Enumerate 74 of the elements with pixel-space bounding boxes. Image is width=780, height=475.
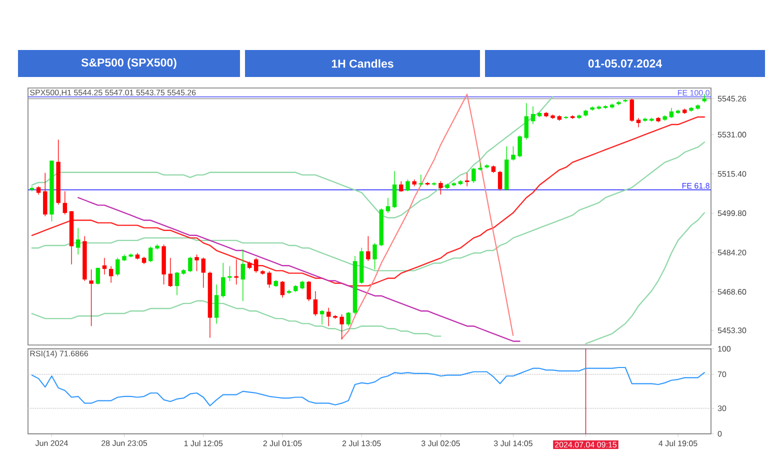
y-tick-label: 5484.20 <box>718 250 746 256</box>
candlestick <box>472 168 476 184</box>
candlestick <box>96 267 100 285</box>
candlestick <box>386 198 390 214</box>
x-tick-label: 2 Jul 01:05 <box>263 440 302 446</box>
candlestick <box>366 236 370 262</box>
candlestick <box>108 266 114 284</box>
candlestick <box>188 256 192 273</box>
y-tick-label: 0 <box>718 430 722 437</box>
candlestick <box>669 108 674 118</box>
candlestick <box>346 312 351 326</box>
candlestick <box>267 270 272 288</box>
candlestick <box>530 106 536 124</box>
candlestick <box>636 118 641 128</box>
y-tick-label: 100 <box>718 346 731 352</box>
candlestick <box>340 314 344 340</box>
candlestick <box>62 190 68 215</box>
x-tick-label: 4 Jul 19:05 <box>658 440 698 446</box>
candlestick <box>89 269 94 326</box>
ref-line-label: FE 100.0 <box>678 90 710 96</box>
candlestick <box>234 258 238 285</box>
chart-title: S&P500 (SPX500) <box>81 58 176 69</box>
candlestick <box>630 98 634 122</box>
candlestick <box>518 135 522 158</box>
candlestick <box>240 249 246 302</box>
candlestick <box>76 227 80 255</box>
candlestick <box>464 172 470 187</box>
candlestick <box>498 170 502 191</box>
candlestick <box>221 262 226 298</box>
candlestick <box>254 257 258 274</box>
candlestick <box>116 257 120 277</box>
x-tick-label: Jun 2024 <box>35 440 68 446</box>
candlestick <box>43 172 48 217</box>
y-tick-label: 5515.40 <box>718 171 746 177</box>
candlestick <box>306 280 311 302</box>
x-tick-label: 3 Jul 02:05 <box>421 440 460 446</box>
candlestick <box>511 146 516 161</box>
candlestick <box>524 102 529 140</box>
y-tick-label: 30 <box>718 405 726 412</box>
candlestick <box>168 257 173 288</box>
y-tick-label: 5531.00 <box>718 132 746 138</box>
candlestick <box>418 174 424 187</box>
y-tick-label: 5453.30 <box>718 328 746 334</box>
y-tick-label: 5499.80 <box>718 210 746 216</box>
candlestick <box>194 254 199 272</box>
text: 01-05.07.2024 <box>588 59 662 68</box>
ref-line-label: FE 61.8 <box>682 182 710 189</box>
x-tick-label: 2 Jul 13:05 <box>342 440 381 446</box>
candlestick <box>438 180 443 195</box>
candlestick <box>214 284 219 324</box>
x-tick-label: 2024.07.04 09:15 <box>555 442 617 448</box>
annotation: RSI(14) 71.6866 <box>30 350 88 358</box>
y-tick-label: 70 <box>718 371 726 378</box>
candlestick <box>174 272 180 296</box>
candlestick <box>399 180 404 192</box>
candlestick <box>372 242 377 270</box>
y-tick-label: 5545.26 <box>718 96 746 102</box>
annotation: SPX500,H1 5544.25 5547.01 5543.75 5545.26 <box>30 90 196 96</box>
candlestick <box>320 310 324 325</box>
candlestick <box>148 246 153 262</box>
x-tick-label: 3 Jul 14:05 <box>494 440 532 446</box>
y-tick-label: 5468.60 <box>718 289 746 295</box>
candlestick <box>392 170 397 208</box>
chart-subtitle: 1H Candles <box>332 59 394 68</box>
candlestick <box>313 290 318 316</box>
x-tick-label: 28 Jun 23:05 <box>102 440 148 446</box>
candlestick <box>201 257 206 288</box>
candlestick <box>228 266 232 282</box>
candlestick <box>564 116 568 120</box>
x-tick-label: 1 Jul 12:05 <box>184 440 223 446</box>
candlestick <box>102 257 107 275</box>
candlestick <box>280 280 285 298</box>
candlestick <box>326 307 331 326</box>
candlestick <box>406 179 410 192</box>
